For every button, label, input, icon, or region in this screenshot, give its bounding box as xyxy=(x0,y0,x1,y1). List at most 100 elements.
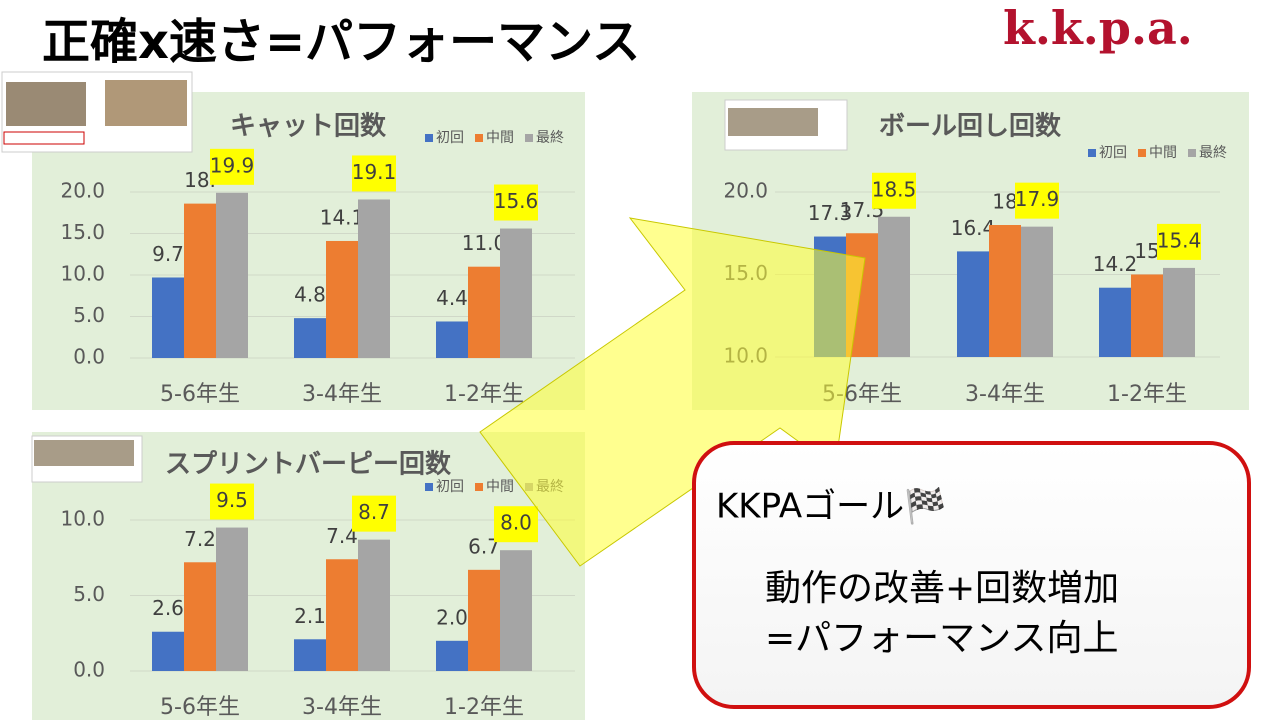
chart-title: スプリントバーピー回数 xyxy=(165,450,452,480)
bar xyxy=(989,225,1021,357)
value-label: 4.4 xyxy=(436,286,468,310)
value-label: 8.0 xyxy=(500,511,532,535)
legend-swatch xyxy=(525,134,533,142)
legend-swatch xyxy=(425,134,433,142)
x-tick-label: 5-6年生 xyxy=(160,695,240,720)
value-label: 8.7 xyxy=(358,500,390,524)
slide-title: 正確x速さ=パフォーマンス xyxy=(42,14,640,70)
legend-swatch xyxy=(1188,149,1196,157)
value-label: 11.0 xyxy=(462,231,507,255)
goal-heading: KKPAゴール🏁 xyxy=(716,487,947,527)
value-label: 18.5 xyxy=(872,177,917,201)
value-label-background xyxy=(872,172,916,209)
value-label: 7.2 xyxy=(184,527,216,551)
value-label: 18 xyxy=(992,190,1017,214)
bar xyxy=(216,192,248,358)
thumbnail-photo xyxy=(105,80,187,126)
thumbnail-photo xyxy=(6,82,86,126)
legend-label: 中間 xyxy=(486,479,514,495)
value-label: 4.8 xyxy=(294,283,326,307)
value-label: 14.2 xyxy=(1093,252,1138,276)
value-label: 16.4 xyxy=(951,216,996,240)
y-tick-label: 20.0 xyxy=(60,179,105,203)
bar xyxy=(326,559,358,671)
y-tick-label: 0.0 xyxy=(73,345,105,369)
value-label: 2.0 xyxy=(436,605,468,629)
y-tick-label: 0.0 xyxy=(73,658,105,682)
bar xyxy=(878,216,910,357)
goal-line: =パフォーマンス向上 xyxy=(765,618,1118,659)
bar xyxy=(184,562,216,671)
y-tick-label: 20.0 xyxy=(723,179,768,203)
value-label-background xyxy=(494,506,538,543)
x-tick-label: 1-2年生 xyxy=(444,382,524,407)
value-label: 17.9 xyxy=(1015,187,1060,211)
value-label: 9.7 xyxy=(152,242,184,266)
bar xyxy=(294,318,326,358)
y-tick-label: 10.0 xyxy=(60,507,105,531)
legend-label: 初回 xyxy=(1099,144,1127,161)
value-label: 15 xyxy=(1134,239,1159,263)
legend-label: 初回 xyxy=(436,129,464,146)
bar xyxy=(436,321,468,358)
bar xyxy=(358,539,390,671)
bar xyxy=(184,203,216,358)
y-tick-label: 5.0 xyxy=(73,303,105,327)
y-tick-label: 5.0 xyxy=(73,582,105,606)
legend-swatch xyxy=(475,134,483,142)
legend-label: 中間 xyxy=(486,130,514,146)
bar xyxy=(152,277,184,358)
value-label-background xyxy=(210,148,254,185)
bar xyxy=(1163,267,1195,357)
bar xyxy=(468,569,500,671)
bar xyxy=(216,527,248,671)
y-tick-label: 15.0 xyxy=(60,220,105,244)
value-label-background xyxy=(1157,223,1201,260)
bar xyxy=(500,550,532,671)
bar xyxy=(326,240,358,358)
x-tick-label: 5-6年生 xyxy=(160,382,240,407)
legend-label: 中間 xyxy=(1149,145,1177,161)
legend-swatch xyxy=(425,483,433,491)
bar xyxy=(468,266,500,358)
legend-label: 最終 xyxy=(536,130,564,146)
legend-swatch xyxy=(475,483,483,491)
legend-label: 最終 xyxy=(1199,145,1227,161)
value-label: 19.9 xyxy=(210,153,255,177)
value-label-background xyxy=(1015,182,1059,219)
value-label: 17.3 xyxy=(808,201,853,225)
logo: k.k.p.a. xyxy=(1003,1,1193,55)
bar xyxy=(1131,274,1163,357)
arrow xyxy=(479,217,866,567)
value-label-background xyxy=(494,184,538,221)
thumbnail-photo xyxy=(728,108,818,136)
value-label-background xyxy=(352,155,396,192)
x-tick-label: 3-4年生 xyxy=(302,382,382,407)
chart-title: キャット回数 xyxy=(230,112,387,142)
chart-title: ボール回し回数 xyxy=(879,112,1062,142)
value-label: 2.1 xyxy=(294,604,326,628)
value-label-background xyxy=(210,483,254,520)
value-label: 15.4 xyxy=(1157,228,1202,252)
thumbnail-caption xyxy=(3,131,85,145)
value-label: 2.6 xyxy=(152,596,184,620)
goal-line: 動作の改善+回数増加 xyxy=(765,568,1119,609)
x-tick-label: 1-2年生 xyxy=(444,695,524,720)
thumbnails xyxy=(1,71,848,483)
thumbnail-photo xyxy=(34,440,134,466)
bar xyxy=(152,631,184,671)
value-label: 15.6 xyxy=(494,189,539,213)
bar xyxy=(294,639,326,671)
value-label: 14.1 xyxy=(320,205,365,229)
bar xyxy=(1021,226,1053,357)
x-tick-label: 3-4年生 xyxy=(302,695,382,720)
legend-swatch xyxy=(1138,149,1146,157)
value-label: 19.1 xyxy=(352,160,397,184)
y-tick-label: 10.0 xyxy=(60,262,105,286)
x-tick-label: 3-4年生 xyxy=(965,382,1045,407)
legend-swatch xyxy=(1088,149,1096,157)
bar xyxy=(1099,287,1131,357)
goal-box xyxy=(692,441,1251,709)
x-tick-label: 1-2年生 xyxy=(1107,382,1187,407)
